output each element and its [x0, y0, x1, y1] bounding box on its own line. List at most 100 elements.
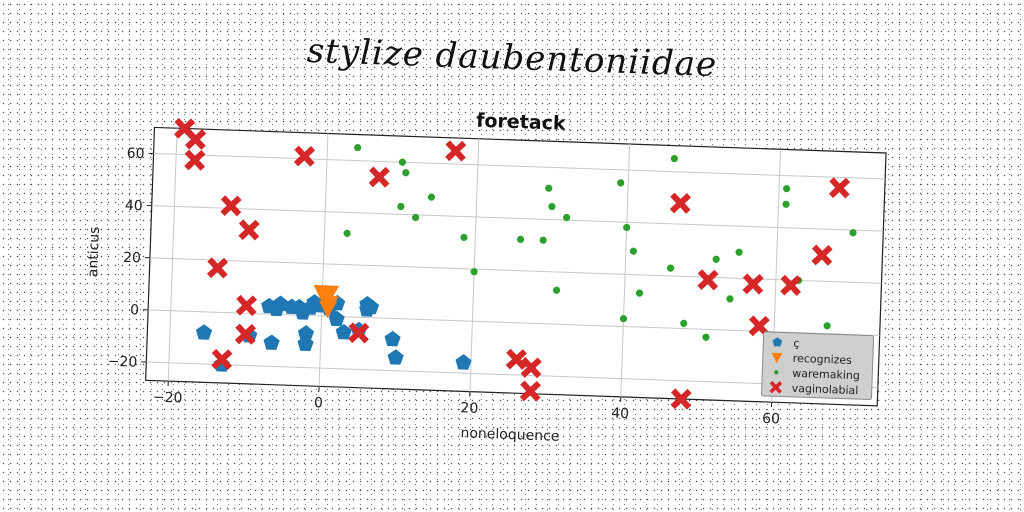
data-point: [195, 324, 213, 340]
data-point: [563, 213, 571, 222]
x-gridline: [167, 128, 178, 382]
data-point: [335, 323, 352, 340]
legend-marker: [774, 370, 779, 375]
y-gridline: [153, 153, 886, 180]
data-point: [328, 310, 345, 327]
data-point: [184, 128, 207, 150]
data-point: [272, 295, 289, 312]
y-tick-label: −20: [107, 354, 137, 371]
data-point: [297, 325, 315, 341]
x-tick-label: 40: [611, 406, 629, 423]
series-2: [343, 143, 857, 387]
series-3: [174, 117, 851, 410]
legend-label: waremaking: [792, 367, 860, 382]
data-point: [697, 269, 719, 291]
y-axis-label: anticus: [85, 226, 103, 277]
data-point: [319, 300, 338, 319]
data-point: [343, 229, 351, 237]
data-point: [238, 219, 260, 241]
y-gridline: [151, 205, 884, 232]
data-point: [539, 236, 547, 244]
legend-marker: [769, 380, 783, 394]
data-point: [321, 285, 340, 303]
x-gridline: [620, 144, 631, 397]
x-tick-label: 20: [460, 400, 478, 417]
data-point: [235, 294, 258, 317]
data-point: [811, 244, 833, 266]
data-point: [455, 354, 472, 370]
y-tick-label: 60: [126, 146, 144, 163]
data-point: [412, 213, 420, 222]
data-point: [670, 155, 679, 163]
data-point: [702, 333, 710, 341]
data-point: [263, 334, 280, 350]
data-point: [742, 273, 764, 295]
data-point: [849, 229, 857, 237]
data-point: [397, 202, 405, 211]
data-point: [548, 202, 556, 211]
data-point: [206, 257, 229, 279]
data-point: [712, 255, 720, 263]
data-point: [368, 166, 390, 188]
data-point: [823, 322, 831, 330]
data-point: [635, 289, 644, 297]
data-point: [398, 158, 407, 166]
y-tick-label: 40: [125, 198, 143, 215]
data-point: [427, 193, 436, 201]
data-point: [623, 223, 631, 232]
data-point: [445, 140, 467, 162]
data-point: [516, 235, 525, 243]
data-point: [184, 149, 206, 171]
y-tick-label: 0: [130, 302, 139, 318]
data-point: [666, 264, 675, 272]
x-tick-label: 0: [314, 395, 323, 411]
legend-label: vaginolabial: [792, 382, 859, 397]
data-point: [828, 177, 851, 199]
series-1: [313, 284, 340, 319]
data-point: [220, 195, 242, 217]
plot-frame: [145, 126, 887, 407]
data-point: [670, 388, 692, 410]
data-point: [782, 200, 790, 208]
legend-label: recognizes: [793, 352, 853, 367]
x-axis-label: noneloquence: [460, 425, 559, 444]
legend-box: [761, 331, 875, 401]
data-point: [211, 348, 233, 371]
data-point: [726, 295, 734, 303]
chart-title: foretack: [476, 110, 566, 135]
data-point: [505, 348, 527, 370]
data-point: [234, 323, 257, 345]
x-tick-label: −20: [153, 390, 183, 407]
data-point: [783, 185, 791, 193]
data-point: [384, 330, 401, 347]
data-point: [470, 268, 478, 276]
data-point: [617, 179, 625, 187]
data-point: [520, 357, 542, 379]
data-point: [519, 380, 541, 402]
x-tick-label: 60: [762, 411, 780, 428]
data-point: [629, 247, 638, 255]
y-tick-label: 20: [123, 250, 141, 267]
ticks: −20 0 20 40 60 −20 0 20 40 60: [107, 146, 780, 428]
data-point: [680, 319, 688, 327]
data-point: [780, 274, 802, 296]
legend-marker: [771, 352, 783, 364]
data-point: [402, 169, 410, 177]
data-point: [293, 145, 316, 167]
data-point: [735, 248, 743, 256]
data-point: [359, 301, 376, 317]
legend-label: ç: [793, 337, 800, 350]
y-gridline: [146, 361, 878, 389]
data-point: [297, 335, 314, 352]
data-point: [387, 349, 404, 365]
data-point: [354, 143, 362, 152]
legend-marker: [772, 337, 783, 347]
data-point: [552, 286, 561, 294]
data-point: [348, 322, 370, 344]
plot-area: −20 0 20 40 60 −20 0 20 40 60 foretack noneloquen…: [85, 110, 887, 445]
data-point: [460, 233, 468, 242]
data-point: [669, 192, 691, 214]
x-gridline: [469, 138, 480, 392]
